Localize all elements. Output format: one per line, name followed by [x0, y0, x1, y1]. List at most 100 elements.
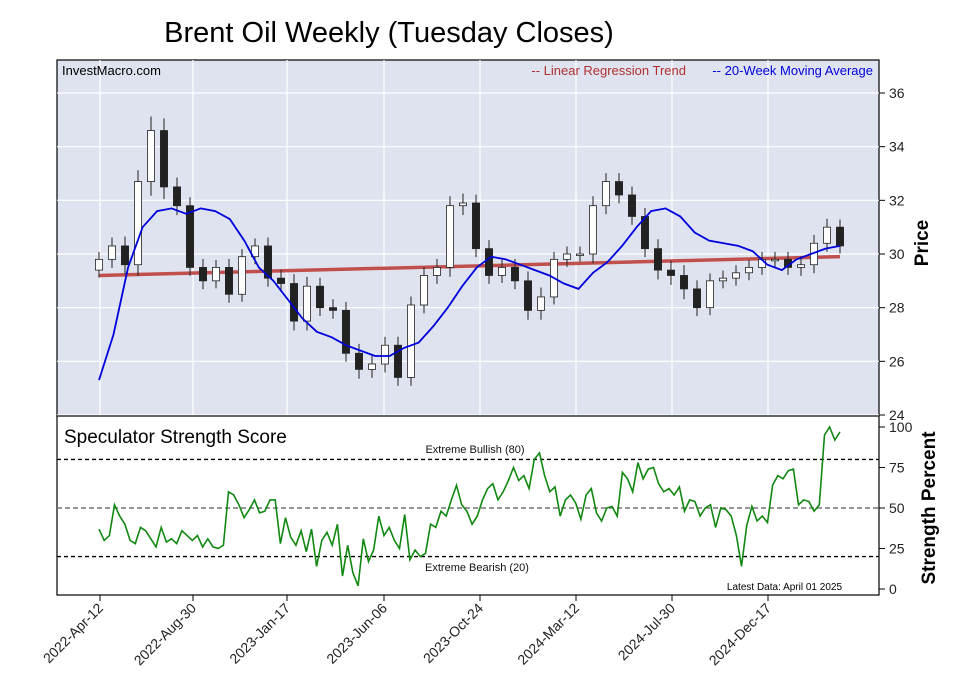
candle	[576, 246, 584, 262]
candle-body	[615, 181, 623, 196]
candle-body	[433, 267, 441, 276]
candle	[420, 267, 428, 314]
candle	[381, 336, 389, 373]
candle	[95, 251, 103, 278]
candle	[472, 194, 480, 258]
candle-body	[589, 205, 597, 255]
candle-body	[264, 245, 272, 279]
candle-body	[342, 309, 350, 354]
candle	[589, 196, 597, 264]
candle-body	[407, 304, 415, 378]
candle-body	[134, 181, 142, 266]
candle	[199, 258, 207, 290]
strength-line-path	[98, 425, 841, 587]
source-label: InvestMacro.com	[62, 63, 161, 78]
candle	[121, 236, 129, 275]
candle-body	[537, 296, 545, 311]
candle	[719, 270, 727, 289]
candle	[563, 246, 571, 267]
candle	[641, 207, 649, 258]
candle	[108, 237, 116, 268]
candle-body	[472, 202, 480, 250]
candle	[628, 186, 636, 225]
strength-series	[98, 425, 841, 587]
candle	[498, 259, 506, 283]
candle-body	[147, 130, 155, 182]
candle	[147, 116, 155, 196]
candle	[277, 269, 285, 292]
candle-body	[732, 272, 740, 279]
chart-title: Brent Oil Weekly (Tuesday Closes)	[164, 17, 614, 49]
x-axis: 2022-Apr-12 2022-Aug-30 2023-Jan-17 2023-Ju…	[40, 595, 774, 668]
x-tick-label: 2023-Jan-17	[226, 600, 293, 667]
candle-body	[394, 344, 402, 378]
candle-body	[823, 226, 831, 244]
price-tick-label: 30	[889, 246, 905, 262]
candle	[745, 259, 753, 281]
candle-body	[355, 352, 363, 370]
candle-body	[95, 258, 103, 271]
candle	[433, 258, 441, 284]
candle	[615, 173, 623, 204]
latest-data-annotation: Latest Data: April 01 2025	[727, 582, 843, 593]
candle-body	[706, 280, 714, 309]
candle	[134, 170, 142, 277]
candle	[706, 273, 714, 316]
candle	[524, 271, 532, 320]
candle	[160, 118, 168, 200]
candle	[693, 280, 701, 317]
candle-body	[693, 288, 701, 309]
candle-body	[420, 275, 428, 306]
candlestick-series	[95, 116, 844, 386]
candle-body	[771, 258, 779, 262]
candle	[316, 277, 324, 317]
candle	[459, 193, 467, 216]
candle-body	[225, 267, 233, 295]
legend-moving-average: -- 20-Week Moving Average	[712, 63, 873, 78]
candle	[394, 336, 402, 386]
x-tick-label: 2024-Jul-30	[615, 600, 679, 664]
strength-axis-label: Strength Percent	[919, 431, 940, 585]
candle	[329, 299, 337, 319]
candle	[264, 237, 272, 287]
threshold-bullish-label: Extreme Bullish (80)	[425, 444, 524, 456]
candle-body	[485, 248, 493, 276]
candle-body	[277, 277, 285, 284]
price-axis-label: Price	[912, 220, 933, 266]
candle-body	[251, 245, 259, 258]
price-axis: 24 26 28 30 32 34 36	[879, 85, 905, 423]
price-grid	[57, 60, 879, 416]
candle	[212, 259, 220, 289]
strength-tick-label: 0	[889, 581, 897, 597]
candle-body	[628, 194, 636, 217]
x-tick-label: 2024-Mar-12	[514, 600, 582, 668]
moving-average-path	[98, 207, 841, 381]
x-tick-label: 2024-Dec-17	[706, 600, 775, 669]
x-tick-label: 2022-Aug-30	[131, 600, 200, 669]
candle	[173, 177, 181, 216]
candle-body	[719, 277, 727, 282]
candle-body	[238, 256, 246, 295]
candle	[771, 251, 779, 267]
strength-axis: 0 25 50 75 100	[879, 419, 913, 597]
legend-trend: -- Linear Regression Trend	[531, 63, 686, 78]
x-tick-label: 2023-Oct-24	[420, 600, 486, 666]
candle	[823, 218, 831, 252]
candle-body	[459, 202, 467, 207]
candle-body	[836, 226, 844, 247]
candle	[602, 173, 610, 215]
price-panel	[56, 59, 880, 417]
candle	[446, 196, 454, 277]
candle	[238, 249, 246, 302]
candle-body	[160, 130, 168, 188]
candle-body	[524, 280, 532, 311]
threshold-bearish-label: Extreme Bearish (20)	[425, 562, 529, 574]
candle	[797, 256, 805, 276]
candle-body	[498, 267, 506, 276]
moving-average-line	[98, 207, 841, 381]
strength-tick-label: 100	[889, 419, 913, 435]
price-tick-label: 34	[889, 139, 905, 155]
candle-body	[316, 285, 324, 309]
candle-body	[368, 363, 376, 370]
candle	[667, 260, 675, 285]
